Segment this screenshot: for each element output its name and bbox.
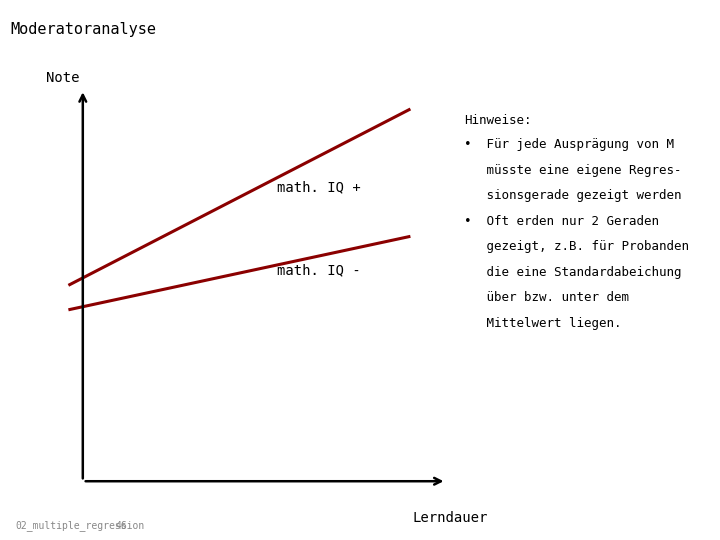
Text: •  Für jede Ausprägung von M: • Für jede Ausprägung von M xyxy=(464,138,675,151)
Text: müsste eine eigene Regres-: müsste eine eigene Regres- xyxy=(464,164,682,177)
Text: •  Oft erden nur 2 Geraden: • Oft erden nur 2 Geraden xyxy=(464,215,660,228)
Text: 46: 46 xyxy=(115,521,127,531)
Text: Moderatoranalyse: Moderatoranalyse xyxy=(10,22,156,37)
Text: Hinweise:: Hinweise: xyxy=(464,114,532,127)
Text: über bzw. unter dem: über bzw. unter dem xyxy=(464,291,629,304)
Text: math. IQ +: math. IQ + xyxy=(277,180,361,194)
Text: Mittelwert liegen.: Mittelwert liegen. xyxy=(464,316,622,329)
Text: sionsgerade gezeigt werden: sionsgerade gezeigt werden xyxy=(464,190,682,202)
Text: 02_multiple_regression: 02_multiple_regression xyxy=(16,520,145,531)
Text: Note: Note xyxy=(45,71,79,84)
Text: gezeigt, z.B. für Probanden: gezeigt, z.B. für Probanden xyxy=(464,240,690,253)
Text: die eine Standardabeichung: die eine Standardabeichung xyxy=(464,266,682,279)
Text: Lerndauer: Lerndauer xyxy=(413,511,487,525)
Text: math. IQ -: math. IQ - xyxy=(277,264,361,278)
